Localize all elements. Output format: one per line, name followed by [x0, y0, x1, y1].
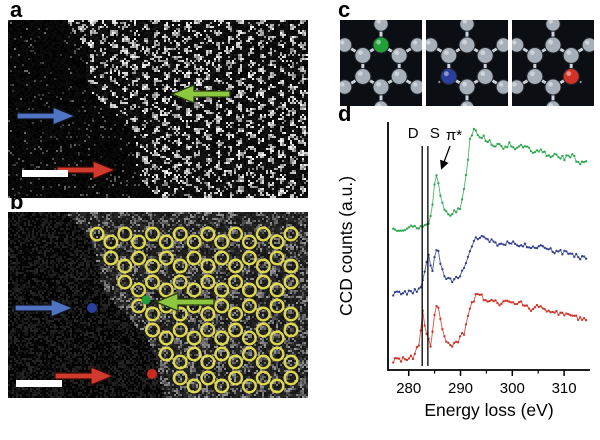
panel-label-d: d	[338, 101, 352, 126]
panel-label-a: a	[10, 0, 23, 22]
y-axis-label: CCD counts (a.u.)	[336, 176, 356, 316]
eels-spectra-chart: 280 290 300 310 Energy loss (eV) CCD counts (…	[336, 122, 590, 420]
axes	[387, 122, 590, 371]
vline-label-S: S	[430, 125, 440, 142]
red-atom-dot	[147, 369, 157, 379]
ring-lattice	[89, 226, 299, 394]
atomic-model-bulk	[340, 20, 422, 106]
atoms	[512, 20, 594, 106]
green-arrow-a-icon	[170, 84, 231, 104]
svg-text:300: 300	[500, 380, 525, 397]
arrow-shape	[16, 106, 77, 126]
red-arrow-b-icon	[54, 366, 115, 386]
blue-arrow-a-icon	[16, 106, 77, 126]
atoms	[426, 20, 508, 106]
atom-rings-overlay	[87, 226, 299, 394]
series-blue-spectrum	[392, 234, 588, 297]
series-red-spectrum	[392, 292, 588, 364]
scale-bar-b	[16, 380, 62, 387]
pi-star-arrow	[440, 145, 451, 170]
x-ticks: 280 290 300 310	[396, 370, 577, 397]
svg-text:310: 310	[552, 380, 577, 397]
svg-text:290: 290	[448, 380, 473, 397]
green-atom-dot	[141, 295, 151, 305]
x-axis-label: Energy loss (eV)	[424, 400, 553, 420]
blue-arrow-b-icon	[14, 298, 75, 318]
panel-label-c: c	[338, 0, 351, 22]
pi-star-label: π*	[446, 127, 462, 144]
svg-text:280: 280	[396, 380, 421, 397]
arrow-shape	[54, 366, 115, 386]
atomic-model-double-coordinated	[426, 20, 508, 106]
arrow-shape	[14, 298, 75, 318]
atoms	[340, 20, 422, 106]
scale-bar-a	[22, 170, 68, 177]
arrow-shape	[170, 84, 231, 104]
arrow-shape	[154, 292, 215, 312]
vline-label-D: D	[408, 125, 419, 142]
atomic-model-single-coordinated	[512, 20, 594, 106]
blue-atom-dot	[87, 303, 97, 313]
green-arrow-b-icon	[154, 292, 215, 312]
series-green-spectrum	[392, 127, 588, 233]
